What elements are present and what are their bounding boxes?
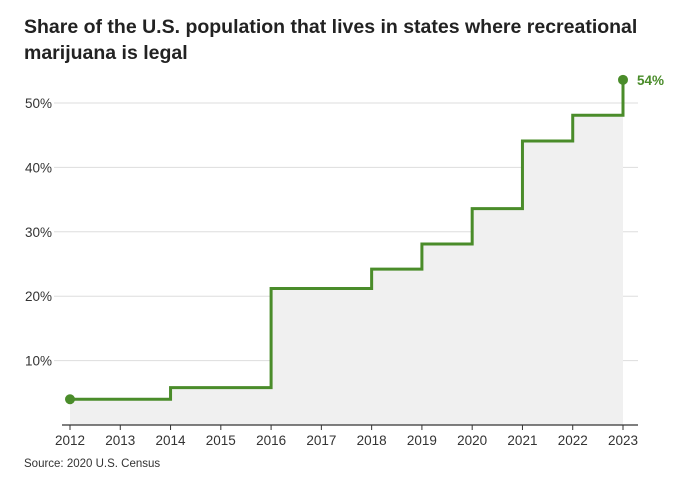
x-tick-label: 2021 [507,433,537,448]
series-line [70,79,625,401]
y-tick-label: 50% [25,96,52,111]
x-tick-label: 2018 [357,433,387,448]
x-tick-label: 2016 [256,433,286,448]
x-tick-label: 2012 [55,433,85,448]
x-tick-label: 2023 [608,433,638,448]
x-tick-label: 2019 [407,433,437,448]
end-point [618,74,628,85]
x-axis-ticks: 2012 2013 2014 2015 2016 2017 2018 2019 2020 2021… [55,425,638,448]
area-fill [70,79,623,425]
y-tick-label: 20% [25,289,52,304]
y-tick-label: 10% [25,354,52,369]
x-tick-label: 2017 [306,433,336,448]
chart-title: Share of the U.S. population that lives … [24,16,638,64]
source-note: Source: 2020 U.S. Census [24,458,161,470]
x-tick-label: 2014 [156,433,187,448]
start-point [65,394,75,405]
end-value-label: 54% [637,73,664,88]
x-tick-label: 2013 [105,433,135,448]
x-tick-label: 2015 [206,433,236,448]
y-tick-label: 30% [25,225,52,240]
y-tick-label: 40% [25,160,52,175]
x-tick-label: 2022 [558,433,588,448]
x-tick-label: 2020 [457,433,487,448]
y-axis-labels: 10% 20% 30% 40% 50% [25,96,52,369]
